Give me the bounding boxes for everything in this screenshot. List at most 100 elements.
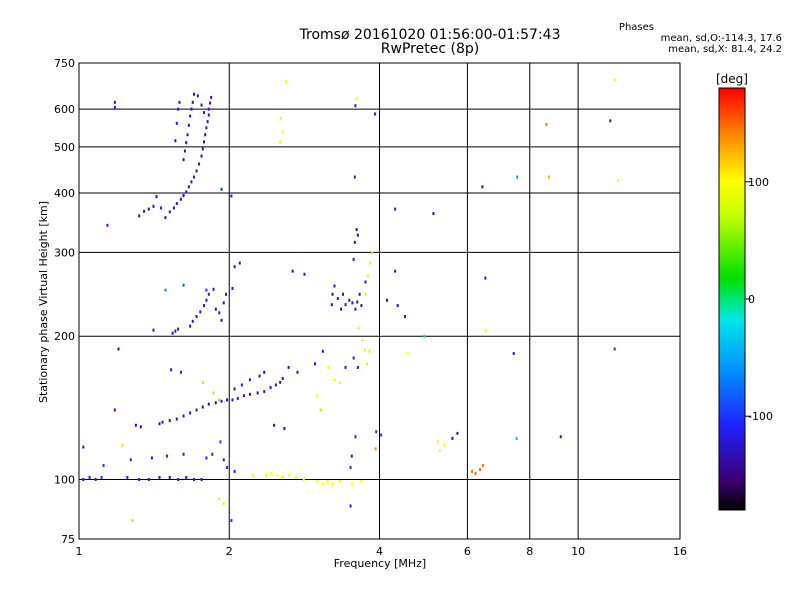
data-point: [321, 349, 324, 353]
data-point: [233, 387, 236, 391]
y-tick-label: 600: [54, 103, 75, 116]
data-point: [404, 315, 407, 319]
data-point: [187, 185, 190, 189]
data-point: [281, 475, 284, 479]
data-point: [515, 436, 518, 440]
y-tick-label: 300: [54, 246, 75, 259]
data-point: [168, 210, 171, 214]
data-point: [258, 374, 261, 378]
data-point: [168, 419, 171, 423]
data-point: [113, 100, 116, 104]
data-point: [482, 464, 485, 468]
data-point: [471, 469, 474, 473]
data-point: [200, 103, 203, 107]
y-tick-label: 100: [54, 474, 75, 487]
data-point: [251, 473, 254, 477]
data-point: [313, 362, 316, 366]
data-point: [248, 378, 251, 382]
data-point: [296, 370, 299, 374]
data-point: [182, 158, 185, 162]
data-point: [201, 380, 204, 384]
data-point: [443, 443, 446, 447]
data-point: [354, 435, 357, 439]
data-point: [102, 464, 105, 468]
data-point: [351, 482, 354, 486]
data-point: [113, 408, 116, 412]
data-point: [333, 378, 336, 382]
grid-lines: [79, 63, 680, 539]
data-point: [338, 480, 341, 484]
data-point: [171, 331, 174, 335]
data-point: [547, 175, 550, 179]
data-point: [208, 101, 211, 105]
data-point: [205, 288, 208, 292]
data-point: [204, 133, 207, 137]
data-point: [190, 107, 193, 111]
data-point: [210, 95, 213, 99]
data-point: [172, 206, 175, 210]
data-point: [353, 240, 356, 244]
data-point: [196, 94, 199, 98]
data-point: [207, 402, 210, 406]
data-point: [200, 154, 203, 158]
data-point: [374, 447, 377, 451]
x-tick-label: 1: [76, 545, 83, 558]
data-point: [366, 274, 369, 278]
data-point: [218, 311, 221, 315]
data-point: [279, 380, 282, 384]
phases-o-stats: mean, sd,O:-114.3, 17.6: [660, 33, 782, 44]
x-tick-labels: 1 2 4 6 8 10 16: [76, 545, 688, 558]
data-point: [263, 390, 266, 394]
data-point: [265, 473, 268, 477]
data-point: [368, 349, 371, 353]
colorbar-tick-label: -100: [748, 410, 773, 423]
data-point: [233, 265, 236, 269]
data-point: [158, 475, 161, 479]
data-point: [360, 304, 363, 308]
data-point: [152, 328, 155, 332]
data-point: [222, 458, 225, 462]
data-point: [238, 261, 241, 265]
data-point: [479, 467, 482, 471]
data-point: [100, 475, 103, 479]
data-point: [139, 425, 142, 429]
data-point: [218, 497, 221, 501]
data-point: [613, 347, 616, 351]
data-point: [113, 105, 116, 109]
plot-frame: [78, 62, 681, 540]
data-point: [354, 307, 357, 311]
data-point: [273, 423, 276, 427]
data-point: [248, 392, 251, 396]
data-point: [355, 96, 358, 100]
data-point: [356, 233, 359, 237]
data-point: [352, 257, 355, 261]
colorbar-label: [deg]: [716, 72, 748, 86]
data-point: [394, 207, 397, 211]
data-point: [331, 292, 334, 296]
data-point: [202, 140, 205, 144]
data-point: [219, 440, 222, 444]
data-point: [207, 292, 210, 296]
data-point: [302, 478, 305, 482]
data-point: [369, 261, 372, 265]
data-point: [344, 303, 347, 307]
data-point: [274, 383, 277, 387]
data-point: [276, 473, 279, 477]
y-tick-label: 750: [54, 57, 75, 70]
x-tick-label: 2: [226, 545, 233, 558]
data-point: [174, 139, 177, 143]
data-point: [364, 280, 367, 284]
data-point: [285, 80, 288, 84]
data-point: [147, 207, 150, 211]
data-point: [456, 431, 459, 435]
data-point: [374, 112, 377, 116]
colorbar-tick-label: 100: [748, 176, 769, 189]
x-axis-label: Frequency [MHz]: [334, 557, 426, 570]
data-point: [164, 216, 167, 220]
data-point: [175, 202, 178, 206]
data-point: [189, 114, 192, 118]
data-point: [155, 195, 158, 199]
data-point: [198, 162, 201, 166]
data-point: [366, 362, 369, 366]
